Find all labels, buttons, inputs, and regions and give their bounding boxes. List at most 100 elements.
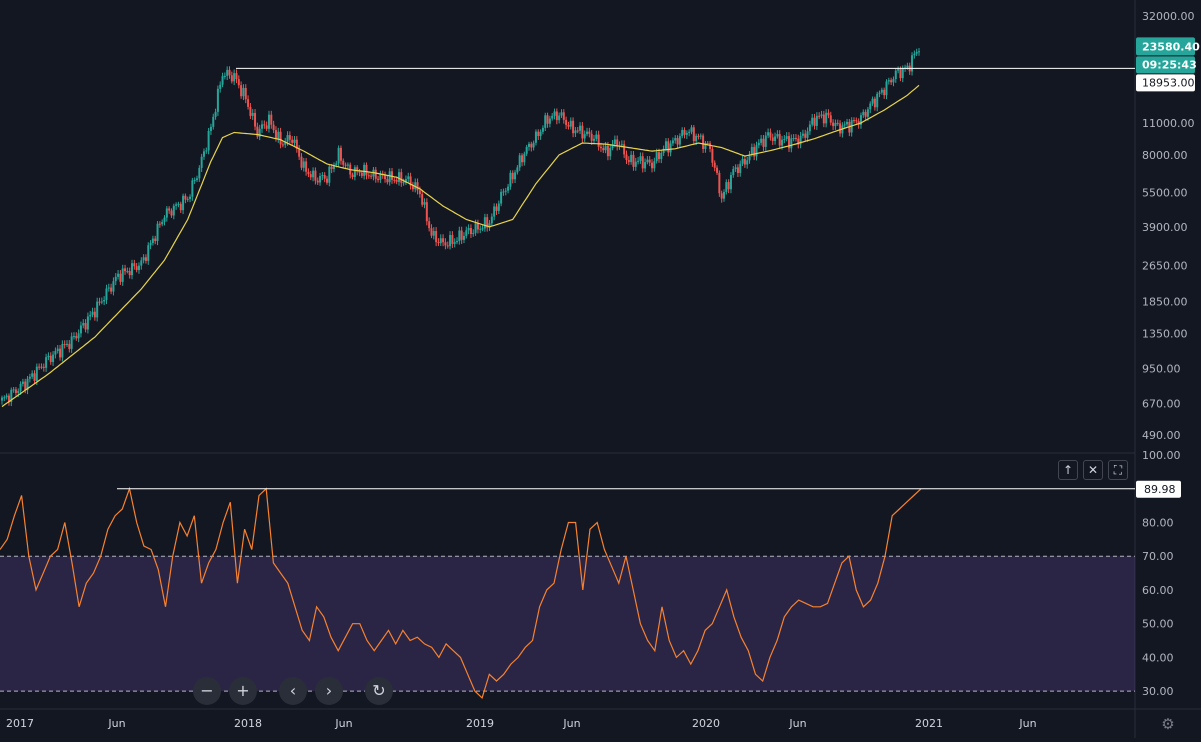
candle-body [857, 121, 860, 125]
candle-body [716, 167, 719, 173]
candle-body [421, 194, 424, 205]
price-tick-label: 490.00 [1142, 429, 1181, 442]
price-tick-label: 2650.00 [1142, 260, 1188, 273]
candle-body [688, 131, 691, 133]
candle-body [432, 231, 435, 236]
candle-body [769, 132, 772, 138]
candle-body [233, 73, 236, 82]
candle-body [189, 196, 192, 199]
candle-body [435, 231, 438, 243]
candle-body [465, 230, 468, 236]
candle-body [832, 122, 835, 127]
candle-body [147, 245, 150, 261]
candle-body [407, 176, 410, 180]
candle-body [163, 217, 166, 222]
candle-body [10, 389, 13, 403]
candle-body [627, 160, 630, 163]
move-pane-up-button[interactable]: ↑ [1058, 460, 1078, 480]
reset-chart-button[interactable]: ↻ [365, 677, 393, 705]
candle-body [114, 276, 117, 282]
candle-body [771, 137, 774, 141]
candle-body [460, 230, 463, 240]
time-tick-label: Jun [107, 717, 125, 730]
gear-icon[interactable]: ⚙ [1161, 715, 1175, 733]
candle-body [664, 141, 667, 149]
candle-body [358, 171, 361, 173]
candle-body [878, 92, 881, 94]
candle-body [135, 266, 138, 271]
candle-body [743, 158, 746, 165]
candle-body [581, 125, 584, 139]
candle-body [476, 223, 479, 230]
indicator-level-badge [1136, 480, 1181, 498]
candle-body [569, 120, 572, 127]
scroll-left-button[interactable]: ‹ [279, 677, 307, 705]
candle-body [504, 190, 507, 192]
candle-body [725, 182, 728, 192]
candle-body [736, 167, 739, 173]
candle-body [588, 131, 591, 134]
candle-body [474, 223, 477, 233]
candle-body [846, 121, 849, 125]
candle-body [676, 138, 679, 145]
candle-body [572, 120, 575, 134]
zoom-out-button[interactable]: − [193, 677, 221, 705]
candle-body [242, 87, 245, 97]
candle-body [149, 242, 152, 246]
candle-body [565, 119, 568, 126]
candle-body [574, 130, 577, 134]
candle-body [630, 154, 633, 163]
candle-body [300, 156, 303, 168]
zoom-in-button[interactable]: + [229, 677, 257, 705]
candle-body [168, 208, 171, 211]
candle-body [356, 167, 359, 172]
candle-body [718, 172, 721, 194]
candle-body [567, 125, 570, 127]
candle-body [648, 159, 651, 163]
candle-body [45, 357, 48, 368]
candle-body [871, 98, 874, 104]
maximize-pane-button[interactable]: ⛶ [1108, 460, 1128, 480]
candle-body [40, 366, 43, 368]
candle-body [397, 172, 400, 182]
candle-body [47, 355, 50, 358]
candle-body [91, 311, 94, 315]
candle-body [142, 257, 145, 261]
candle-body [683, 129, 686, 135]
scroll-right-button[interactable]: › [315, 677, 343, 705]
candle-body [651, 162, 654, 169]
candle-body [423, 202, 426, 205]
candle-body [121, 268, 124, 282]
candle-body [479, 228, 482, 230]
candle-body [794, 137, 797, 139]
candle-body [720, 193, 723, 199]
candle-body [855, 120, 858, 122]
candle-body [604, 145, 607, 151]
candle-body [254, 112, 257, 127]
candle-body [293, 139, 296, 143]
candle-body [154, 238, 157, 242]
candle-body [785, 136, 788, 139]
candle-body [599, 146, 602, 149]
candle-body [384, 174, 387, 180]
candle-body [625, 154, 628, 161]
candle-body [732, 168, 735, 176]
candle-body [221, 76, 224, 85]
candle-body [918, 51, 920, 53]
price-tick-label: 3900.00 [1142, 221, 1188, 234]
candle-body [734, 167, 737, 169]
candle-body [704, 143, 707, 149]
last-price-label: 23580.40 [1142, 40, 1200, 53]
candle-body [748, 154, 751, 161]
candle-body [377, 178, 380, 180]
close-pane-button[interactable]: ✕ [1083, 460, 1103, 480]
candle-body [820, 114, 823, 116]
indicator-tick-label: 60.00 [1142, 584, 1174, 597]
candle-body [911, 55, 914, 72]
candle-body [509, 172, 512, 187]
candle-body [553, 111, 556, 116]
candle-body [335, 163, 338, 165]
candle-body [887, 80, 890, 82]
candle-body [706, 143, 709, 145]
